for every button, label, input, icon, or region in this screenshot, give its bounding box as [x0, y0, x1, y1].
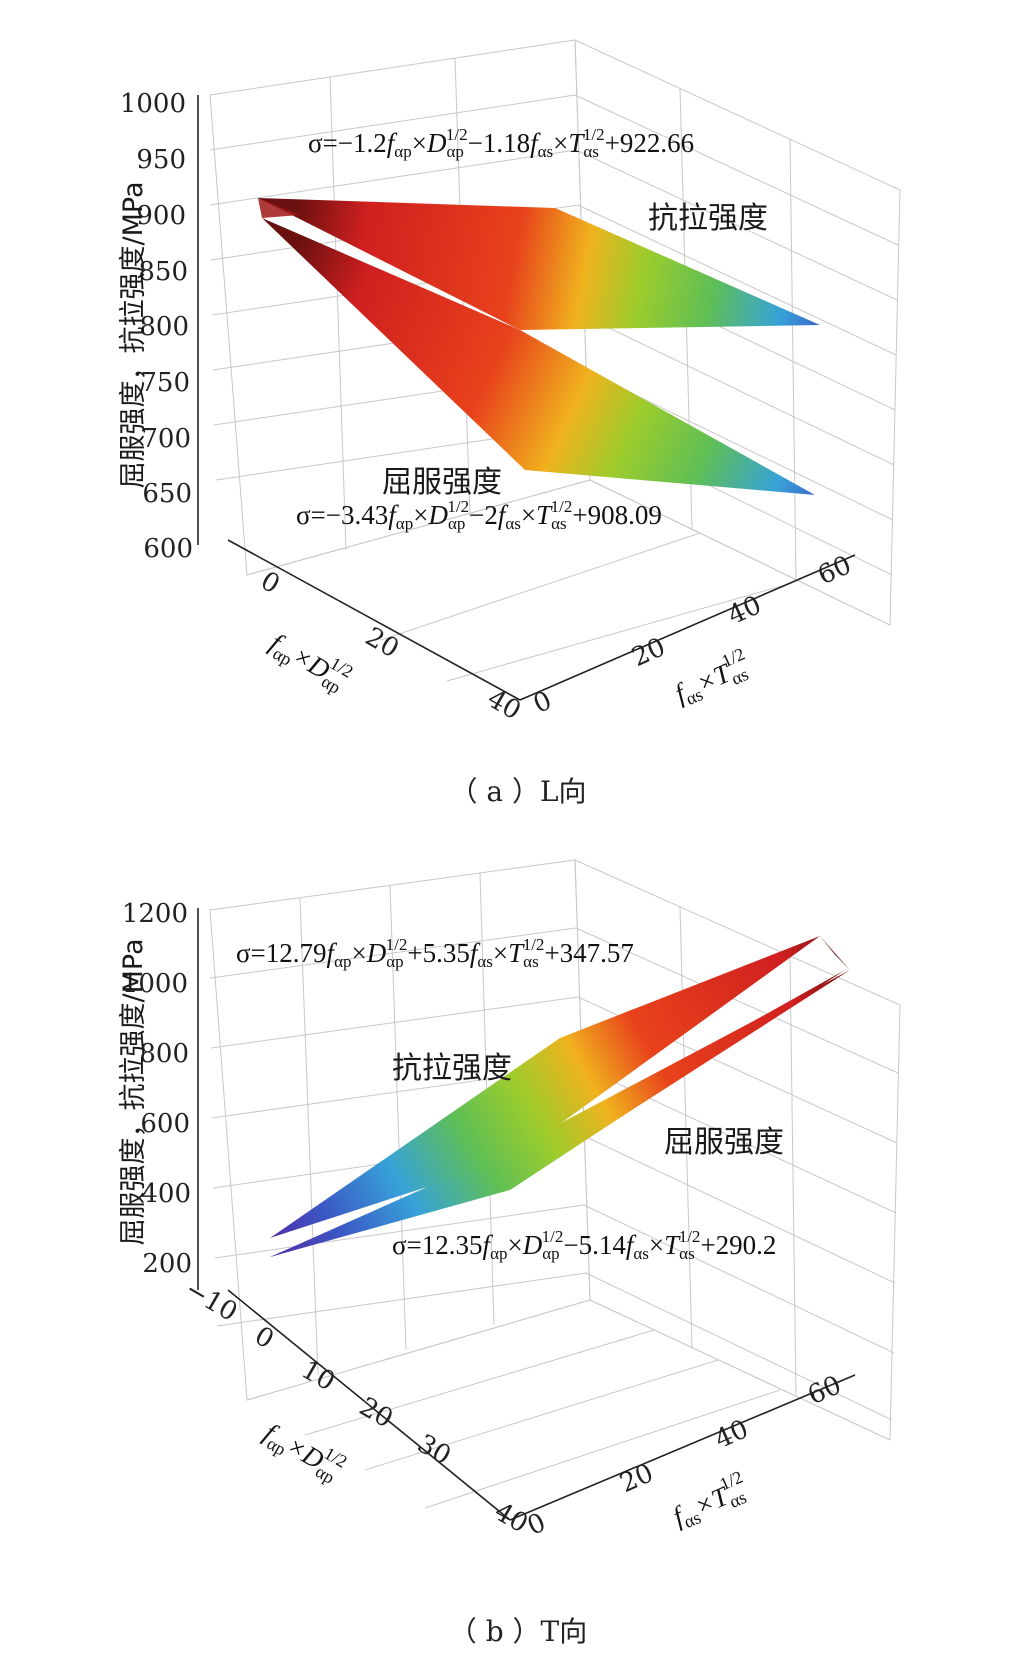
z-tick: 950 [136, 145, 186, 175]
z-tick: 400 [141, 1179, 191, 1209]
z-tick: 650 [142, 479, 192, 509]
chart-b-surfaces [270, 936, 850, 1257]
z-tick: 600 [140, 1109, 190, 1139]
series-label-yield-a: 屈服强度 [382, 465, 502, 500]
y-tick: 0 [523, 1508, 550, 1542]
chart-panel-b: 1200 1000 800 600 400 200 −10 0 10 20 30… [0, 859, 1036, 1657]
equation-tensile-a: σ=−1.2fαp×Dαp1/2−1.18fαs×Tαs1/2+922.66 [308, 125, 694, 161]
x-axis-label: fαp×Dαp1/2 [257, 1412, 351, 1489]
chart-a-axes [197, 95, 856, 701]
x-tick: −10 [180, 1274, 243, 1327]
x-tick: 40 [482, 684, 526, 727]
x-axis-label: fαp×Dαp1/2 [263, 622, 357, 699]
equation-yield-b: σ=12.35fαp×Dαp1/2−5.14fαs×Tαs1/2+290.2 [392, 1227, 776, 1263]
x-tick: 30 [412, 1429, 456, 1472]
chart-b-svg: 1200 1000 800 600 400 200 −10 0 10 20 30… [118, 859, 901, 1542]
surface-tensile-a [258, 198, 820, 330]
x-tick: 10 [296, 1355, 340, 1398]
z-tick: 850 [138, 257, 188, 287]
z-axis-label: 屈服强度，抗拉强度/MPa [118, 181, 149, 488]
surface-yield-a [262, 218, 815, 495]
caption-a: （ a ）L向 [449, 775, 587, 808]
z-tick: 600 [143, 534, 193, 564]
series-label-yield-b: 屈服强度 [664, 1125, 784, 1160]
caption-b: （ b ）T向 [448, 1615, 588, 1648]
chart-a-x-ticks: 0 20 40 [255, 566, 525, 726]
chart-panel-a: 1000 950 900 850 800 750 700 650 600 0 2… [0, 0, 1036, 808]
x-tick: 20 [360, 622, 404, 665]
z-tick: 700 [141, 424, 191, 454]
chart-b-x-ticks: −10 0 10 20 30 40 [180, 1274, 533, 1539]
z-tick: 1000 [122, 969, 188, 999]
z-tick: 900 [136, 201, 186, 231]
x-tick: 0 [249, 1321, 278, 1355]
y-tick: 20 [616, 1458, 658, 1499]
chart-b-grid [209, 859, 901, 1509]
surface-tensile-b [270, 936, 820, 1238]
y-axis-label: fαs×Tαs1/2 [668, 644, 756, 713]
chart-a-z-ticks: 1000 950 900 850 800 750 700 650 600 [120, 89, 193, 564]
chart-b-axes [197, 908, 856, 1521]
y-axis-label: fαs×Tαs1/2 [666, 1467, 754, 1536]
series-label-tensile-b: 抗拉强度 [392, 1051, 512, 1086]
y-tick: 60 [814, 550, 856, 591]
z-tick: 800 [139, 1039, 189, 1069]
z-tick: 750 [140, 368, 190, 398]
z-tick: 800 [139, 312, 189, 342]
chart-b-z-ticks: 1200 1000 800 600 400 200 [122, 899, 192, 1279]
chart-a-svg: 1000 950 900 850 800 750 700 650 600 0 2… [118, 39, 901, 726]
chart-a-surfaces [258, 198, 820, 495]
equation-yield-a: σ=−3.43fαp×Dαp1/2−2fαs×Tαs1/2+908.09 [296, 497, 662, 533]
equation-tensile-b: σ=12.79fαp×Dαp1/2+5.35fαs×Tαs1/2+347.57 [236, 935, 634, 971]
y-tick: 0 [529, 686, 556, 720]
series-label-tensile-a: 抗拉强度 [648, 201, 768, 236]
z-tick: 1200 [122, 899, 188, 929]
z-axis-label: 屈服强度，抗拉强度/MPa [118, 938, 149, 1245]
z-tick: 200 [142, 1249, 192, 1279]
y-tick: 60 [804, 1370, 846, 1411]
z-tick: 1000 [120, 89, 186, 119]
